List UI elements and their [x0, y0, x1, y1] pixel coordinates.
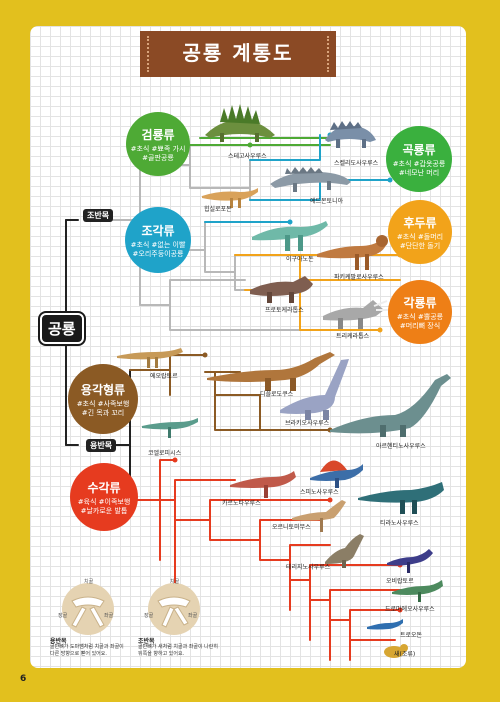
argentinosaurus-illustration	[330, 374, 451, 437]
sauropodomorpha-desc-1: #초식 #사족보행	[76, 399, 130, 408]
theropoda-desc-2: #날카로운 발톱	[80, 506, 128, 515]
protoceratops-illustration	[250, 276, 313, 303]
saurischia-label-2: 장골	[58, 613, 68, 619]
triceratops-illustration	[323, 300, 388, 329]
label-eoraptor: 에오랍토르	[150, 373, 178, 380]
sauropodomorpha-bubble: 용각형류 #초식 #사족보행 #긴 목과 꼬리	[68, 364, 138, 434]
label-protoceratops: 프로토케라톱스	[265, 307, 304, 314]
thyreophora-desc-1: #초식 #뾰족 가시	[130, 144, 186, 153]
ornithischia-tag: 조반목	[83, 209, 114, 222]
pachycephalosauria-desc-2: #단단한 돌기	[399, 241, 441, 250]
ankylosauria-bubble: 곡룡류 #초식 #갑옷공룡 #네모난 머리	[386, 126, 452, 192]
edmontonia-illustration	[270, 167, 351, 192]
saurischia-hip-desc: 골반뼈가 도마뱀처럼 치골과 좌골이 다른 방향으로 뻗어 있어요.	[50, 644, 124, 657]
ornithopoda-desc-2: #오리주둥이공룡	[132, 249, 184, 258]
ornithopoda-desc-1: #초식 #없는 이빨	[130, 240, 186, 249]
saurischia-tag: 용반목	[86, 439, 117, 452]
sauropodomorpha-name: 용각형류	[80, 382, 126, 397]
carnotaurus-illustration	[230, 471, 296, 498]
page-title: 공룡 계통도	[140, 31, 336, 77]
ornithischia-label-1: 치골	[170, 579, 180, 585]
tyrannosaurus-illustration	[358, 482, 444, 514]
pachy-connector-2	[299, 254, 401, 281]
ornithischia-hip-diagram	[148, 583, 200, 635]
ceratopsia-name: 각룡류	[403, 295, 437, 310]
label-iguanodon: 이구아노돈	[286, 256, 314, 263]
ankylosaur-connector	[249, 134, 321, 161]
pachycephalosauria-desc-1: #초식 #돌머리	[396, 232, 444, 241]
label-triceratops: 트리케라톱스	[336, 333, 370, 340]
thyreophora-bubble: 검룡류 #초식 #뾰족 가시 #골판공룡	[126, 112, 190, 176]
ornithischia-hip-desc: 골반뼈가 새처럼 치골과 좌골이 나란히 뒤쪽을 향하고 있어요.	[138, 644, 218, 657]
theropoda-bubble: 수각류 #육식 #이족보행 #날카로운 발톱	[70, 463, 138, 531]
saurischia-hip-diagram	[62, 583, 114, 635]
oviraptor-illustration	[387, 549, 433, 573]
page-number: 6	[20, 674, 27, 684]
label-carnotaurus: 카르노타우루스	[222, 500, 261, 507]
label-troodon: 트로오돈	[400, 632, 423, 639]
coelophysis-illustration	[142, 418, 198, 438]
ceratopsia-bubble: 각룡류 #초식 #뿔공룡 #머리뼈 장식	[388, 280, 452, 344]
ornithomimus-illustration	[292, 500, 346, 532]
ornithischia-label-2: 장골	[144, 613, 154, 619]
ceratopsia-lines	[139, 279, 331, 331]
label-tyrannosaurus: 티라노사우루스	[380, 520, 419, 527]
label-oviraptor: 오비랍토르	[386, 578, 414, 585]
ceratopsia-desc-1: #초식 #뿔공룡	[396, 312, 444, 321]
ornithopoda-name: 조각류	[141, 223, 175, 238]
ornithischia-label-3: 좌골	[188, 613, 198, 619]
saurischia-label-1: 치골	[84, 579, 94, 585]
label-ornithomimus: 오르니토미무스	[272, 524, 311, 531]
label-diplodocus: 디플로도쿠스	[260, 391, 294, 398]
theropoda-desc-1: #육식 #이족보행	[77, 497, 131, 506]
therizinosaurus-illustration	[325, 534, 364, 568]
label-spinosaurus: 스피노사우루스	[300, 489, 339, 496]
ornithischia-hip-title: 조반목	[138, 638, 155, 645]
thyreophora-name: 검룡류	[141, 127, 175, 142]
label-therizinosaurus: 테리지노사우루스	[286, 564, 331, 571]
eoraptor-illustration	[117, 348, 183, 368]
root-dinosauria-label: 공룡	[40, 313, 84, 344]
scelidosaurus-illustration	[325, 121, 376, 148]
label-stegosaurus: 스테고사우루스	[228, 153, 267, 160]
ankylosauria-desc-2: #네모난 머리	[398, 168, 440, 177]
theropoda-name: 수각류	[87, 480, 121, 495]
diplodocus-illustration	[207, 352, 335, 391]
saurischia-hip-title: 용반목	[50, 638, 67, 645]
thyreophora-desc-2: #골판공룡	[142, 153, 174, 162]
pachycephalosauria-name: 후두류	[403, 215, 437, 230]
ankylosauria-desc-1: #초식 #갑옷공룡	[392, 159, 446, 168]
stegosaurus-illustration	[205, 104, 275, 142]
label-pachycephalosaurus: 파키케팔로사우루스	[334, 274, 384, 281]
label-dromaeosaurus: 드로마에오사우루스	[385, 606, 435, 613]
theropoda-lines	[129, 459, 411, 661]
iguanodon-illustration	[252, 221, 328, 251]
label-scelidosaurus: 스켈리도사우루스	[334, 160, 379, 167]
pachycephalosauria-bubble: 후두류 #초식 #돌머리 #단단한 돌기	[388, 200, 452, 264]
spinosaurus-illustration	[310, 460, 363, 488]
brachiosaurus-illustration	[280, 359, 349, 420]
saurischia-label-3: 좌골	[104, 613, 114, 619]
label-brachiosaurus: 브라키오사우루스	[285, 420, 330, 427]
sauropoda-lines	[129, 354, 371, 431]
label-argentinosaurus: 아르헨티노사우루스	[376, 443, 426, 450]
troodon-illustration	[367, 619, 403, 630]
hypsilophodon-illustration	[202, 188, 258, 208]
label-hypsilophodon: 힙실로포돈	[204, 206, 232, 213]
label-bird: 새(조류)	[394, 651, 416, 658]
dromaeosaurus-illustration	[392, 580, 443, 602]
ceratopsia-desc-2: #머리뼈 장식	[399, 321, 441, 330]
label-edmontonia: 에드몬토니아	[310, 198, 344, 205]
ankylosauria-name: 곡룡류	[402, 142, 436, 157]
pachycephalosaurus-illustration	[317, 235, 388, 270]
ornithopoda-bubble: 조각류 #초식 #없는 이빨 #오리주둥이공룡	[125, 207, 191, 273]
bird-illustration	[384, 644, 408, 658]
sauropodomorpha-desc-2: #긴 목과 꼬리	[81, 408, 125, 417]
label-coelophysis: 코엘로피시스	[148, 450, 182, 457]
